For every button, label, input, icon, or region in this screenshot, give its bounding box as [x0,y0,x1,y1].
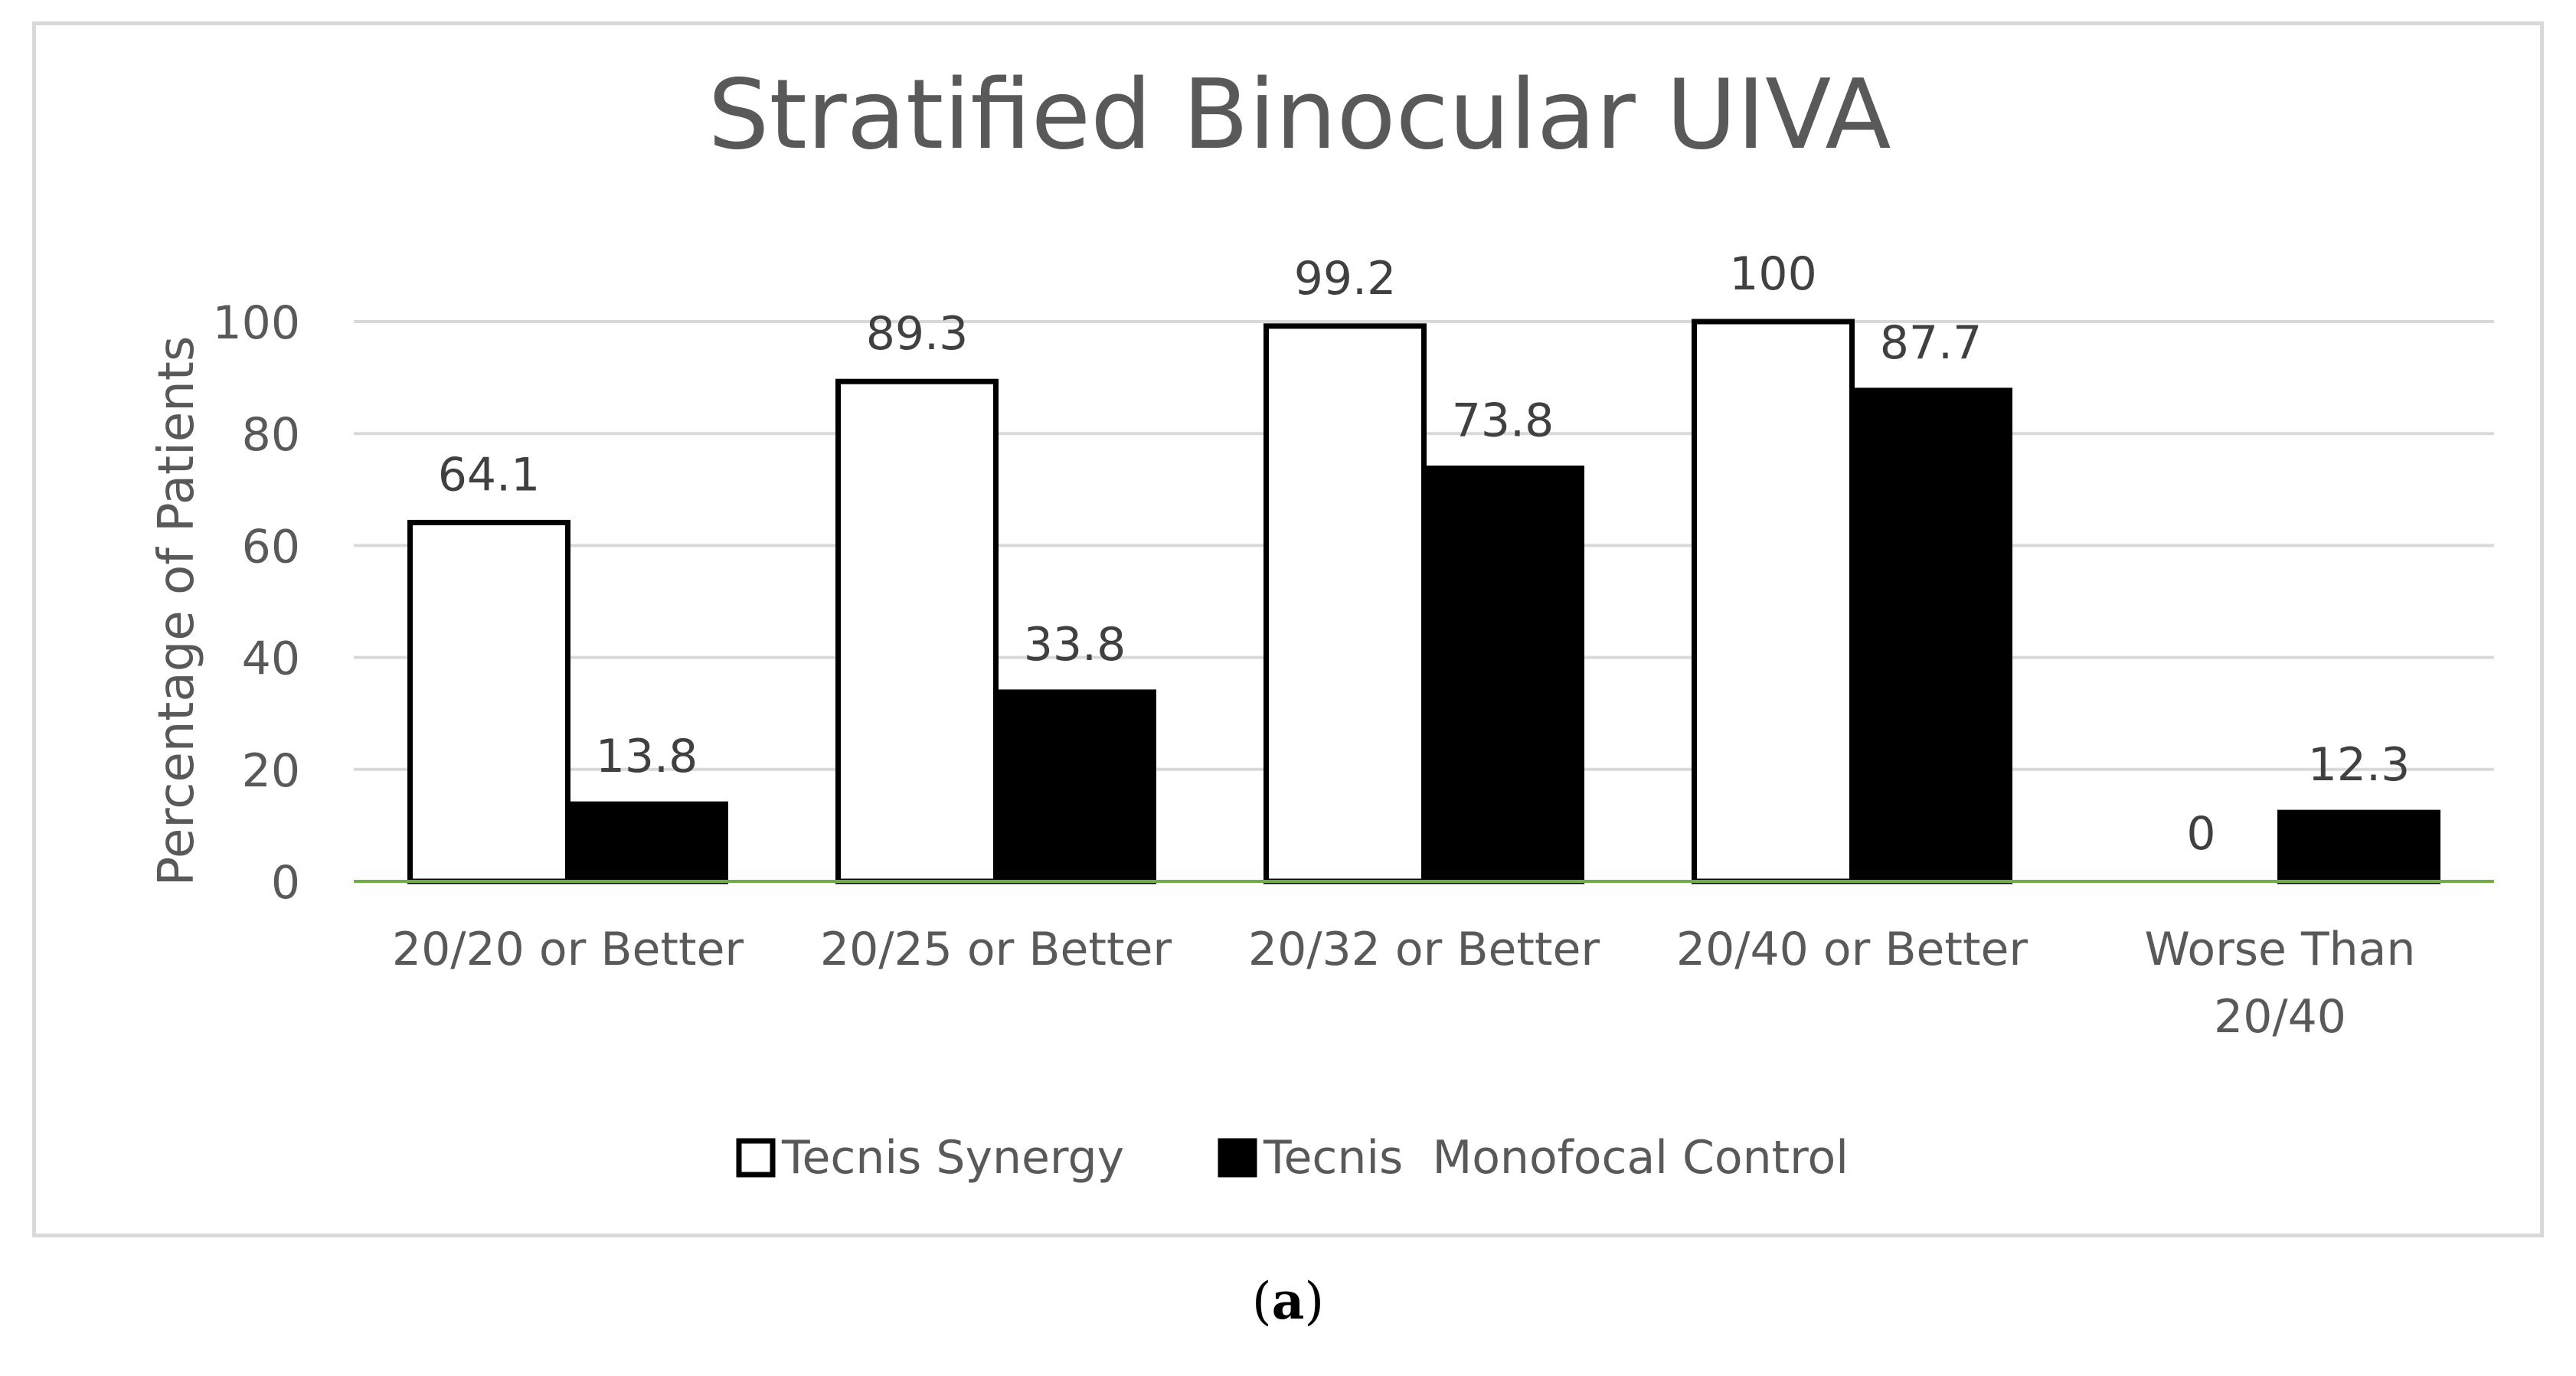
bar-synergy-1 [407,519,570,884]
subcaption-letter: a [1271,1271,1305,1331]
y-tick-label-0: 0 [271,856,300,910]
chart-frame: 64.1 89.3 99.2 100 0 13.8 33.8 73.8 87.7 12.3 0 20… [32,21,2544,1237]
y-tick-label-80: 80 [242,408,300,462]
bar-monofocal-5 [2277,809,2440,884]
x-tick-label-1: 20/20 or Better [392,923,744,976]
y-tick-label-100: 100 [212,296,300,350]
data-label-synergy-1: 64.1 [438,448,541,502]
y-tick-label-40: 40 [242,632,300,686]
subcaption-close-paren: ) [1304,1272,1325,1331]
legend-swatch-synergy [736,1138,776,1178]
y-tick-label-60: 60 [242,520,300,574]
data-label-monofocal-2: 33.8 [1024,618,1126,672]
x-tick-label-2: 20/25 or Better [820,923,1172,976]
data-labels: 64.1 89.3 99.2 100 0 13.8 33.8 73.8 87.7 12.3 [438,247,2411,861]
bar-monofocal-2 [993,689,1156,884]
bar-monofocal-4 [1849,387,2012,884]
subcaption-open-paren: ( [1251,1272,1272,1331]
legend-label-synergy: Tecnis Synergy [781,1131,1124,1185]
bar-chart: 64.1 89.3 99.2 100 0 13.8 33.8 73.8 87.7 12.3 0 20… [149,58,2494,1185]
figure-subcaption: (a) [0,1271,2576,1331]
data-label-synergy-4: 100 [1729,247,1817,301]
data-label-monofocal-4: 87.7 [1880,316,1983,370]
bar-synergy-4 [1692,319,1855,884]
bars [407,319,2440,884]
data-label-monofocal-1: 13.8 [596,730,698,783]
data-label-monofocal-3: 73.8 [1452,394,1554,448]
bar-synergy-2 [835,378,999,884]
data-label-monofocal-5: 12.3 [2308,738,2411,792]
x-tick-label-3: 20/32 or Better [1248,923,1600,976]
data-label-synergy-2: 89.3 [866,307,969,361]
y-axis-label: Percentage of Patients [149,336,205,887]
chart-title: Stratified Binocular UIVA [708,58,1891,171]
legend-swatch-monofocal [1218,1138,1257,1178]
x-tick-labels: 20/20 or Better 20/25 or Better 20/32 or B… [392,923,2416,1044]
data-label-synergy-3: 99.2 [1294,252,1397,306]
data-label-synergy-5: 0 [2186,807,2215,861]
x-tick-label-5-line-2: 20/40 [2214,990,2346,1044]
legend: Tecnis Synergy Tecnis Monofocal Control [736,1131,1849,1185]
y-tick-label-20: 20 [242,744,300,798]
x-tick-label-4: 20/40 or Better [1676,923,2028,976]
bar-synergy-3 [1263,323,1427,884]
bar-monofocal-1 [565,801,728,884]
legend-label-monofocal: Tecnis Monofocal Control [1263,1131,1849,1185]
y-tick-labels: 0 20 40 60 80 100 [212,296,300,910]
bar-monofocal-3 [1421,466,1584,884]
x-tick-label-5-line-1: Worse Than [2145,923,2416,976]
